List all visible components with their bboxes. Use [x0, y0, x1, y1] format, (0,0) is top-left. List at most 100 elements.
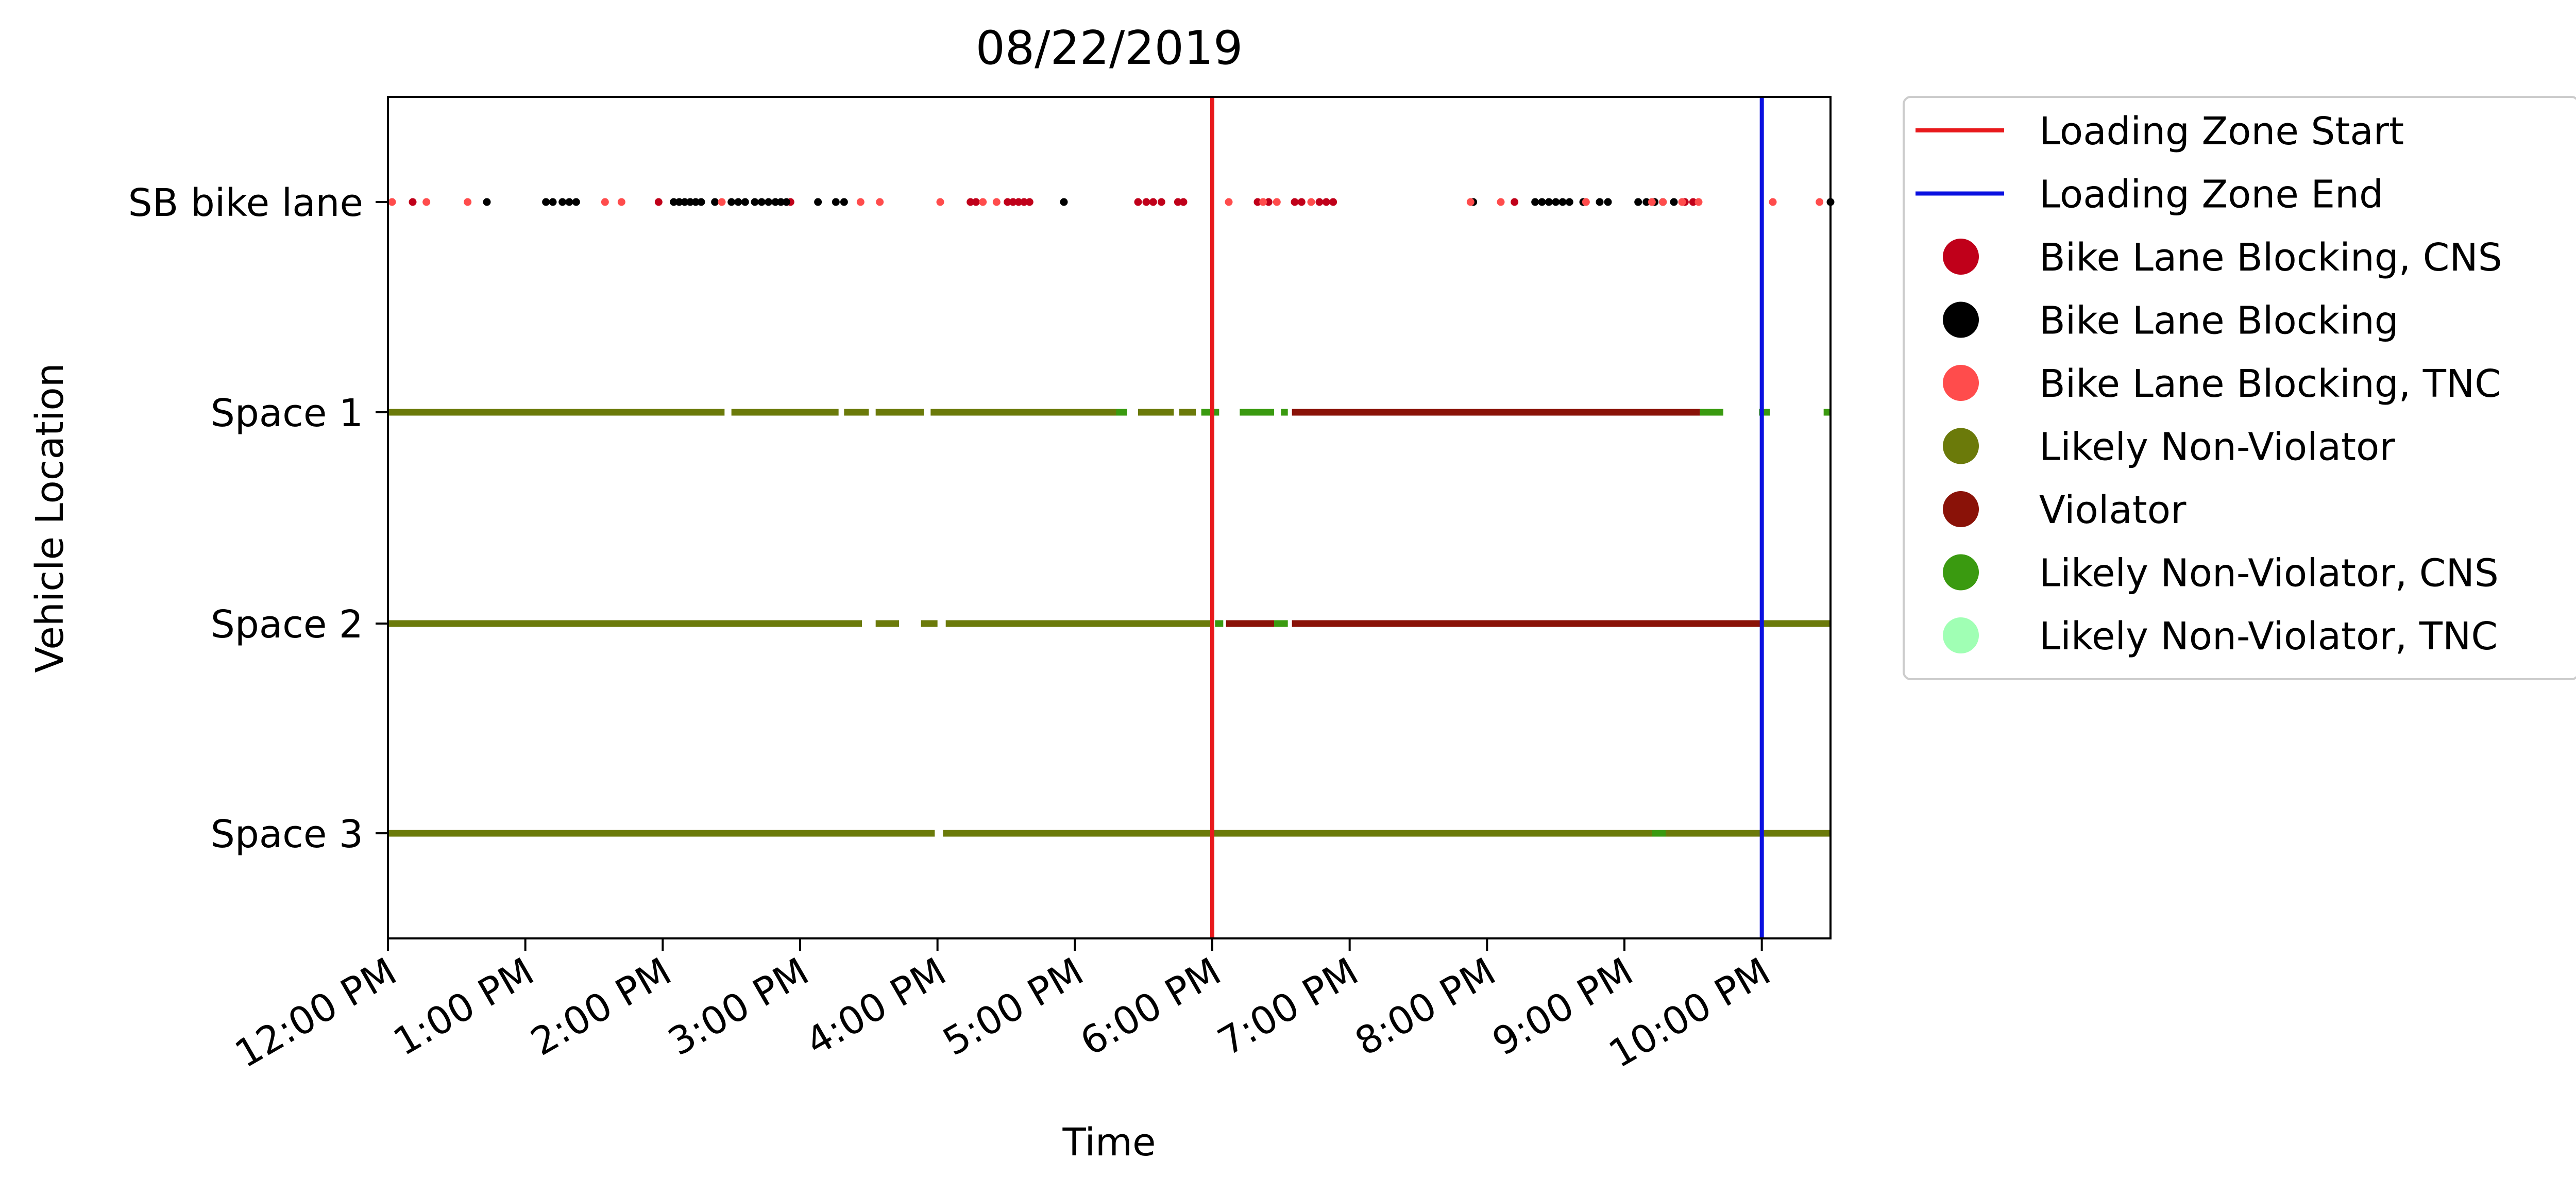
- series-2-point: [1582, 198, 1590, 206]
- series-2-point: [1694, 198, 1703, 206]
- series-2-point: [1678, 198, 1686, 206]
- legend-label: Loading Zone End: [2039, 173, 2383, 217]
- series-0-point: [1149, 198, 1157, 206]
- series-0-point: [654, 198, 663, 206]
- legend-dot-swatch: [1943, 239, 1979, 275]
- series-1-point: [1545, 198, 1553, 206]
- series-1-point: [782, 198, 790, 206]
- series-0-point: [1315, 198, 1324, 206]
- series-1-point: [734, 198, 742, 206]
- legend-dot-swatch: [1943, 554, 1979, 591]
- series-1-point: [757, 198, 766, 206]
- chart-title: 08/22/2019: [976, 21, 1243, 75]
- series-1-point: [751, 198, 759, 206]
- series-2-point: [422, 198, 431, 206]
- series-2-point: [936, 198, 944, 206]
- series-0-point: [1297, 198, 1306, 206]
- series-1-point: [1670, 198, 1678, 206]
- series-2-point: [1648, 198, 1656, 206]
- legend-label: Bike Lane Blocking: [2039, 299, 2399, 343]
- series-1-point: [1596, 198, 1604, 206]
- series-0-point: [972, 198, 980, 206]
- series-1-point: [1538, 198, 1546, 206]
- legend-item: Loading Zone End: [1916, 173, 2383, 217]
- legend-dot-swatch: [1943, 491, 1979, 527]
- legend-dot-swatch: [1943, 617, 1979, 653]
- series-0-point: [1009, 198, 1017, 206]
- legend-item: Violator: [1943, 488, 2187, 532]
- y-tick-label: SB bike lane: [128, 181, 363, 225]
- series-0-point: [1142, 198, 1150, 206]
- series-1-point: [840, 198, 848, 206]
- series-2-point: [464, 198, 472, 206]
- series-1-point: [681, 198, 689, 206]
- series-1-point: [565, 198, 573, 206]
- series-0-point: [409, 198, 417, 206]
- series-1-point: [1642, 198, 1651, 206]
- series-1-point: [1634, 198, 1642, 206]
- series-1-point: [1060, 198, 1068, 206]
- series-0-point: [1329, 198, 1337, 206]
- series-2-point: [1466, 198, 1475, 206]
- legend-item: Likely Non-Violator, CNS: [1943, 551, 2499, 596]
- series-1-point: [1565, 198, 1573, 206]
- legend-item: Likely Non-Violator, TNC: [1943, 614, 2498, 659]
- series-2-point: [718, 198, 726, 206]
- x-axis-label: Time: [1062, 1120, 1156, 1165]
- series-1-point: [777, 198, 785, 206]
- legend-dot-swatch: [1943, 301, 1979, 338]
- series-2-point: [992, 198, 1001, 206]
- series-0-point: [1004, 198, 1012, 206]
- series-0-point: [1291, 198, 1299, 206]
- series-2-point: [1225, 198, 1233, 206]
- series-1-point: [697, 198, 705, 206]
- series-0-point: [1025, 198, 1033, 206]
- legend-label: Bike Lane Blocking, CNS: [2039, 236, 2502, 280]
- legend-label: Likely Non-Violator: [2039, 425, 2395, 469]
- series-1-point: [558, 198, 567, 206]
- y-tick-label: Space 3: [211, 812, 363, 856]
- series-0-point: [1179, 198, 1188, 206]
- series-1-point: [814, 198, 822, 206]
- series-0-point: [1020, 198, 1028, 206]
- legend-item: Likely Non-Violator: [1943, 425, 2395, 469]
- series-2-point: [1259, 198, 1267, 206]
- legend-label: Bike Lane Blocking, TNC: [2039, 362, 2501, 406]
- legend-label: Likely Non-Violator, CNS: [2039, 551, 2499, 596]
- series-1-point: [1531, 198, 1539, 206]
- legend-label: Likely Non-Violator, TNC: [2039, 614, 2498, 659]
- legend-label: Loading Zone Start: [2039, 109, 2404, 154]
- reference-lines: [1210, 97, 1764, 938]
- series-0-point: [1253, 198, 1262, 206]
- series-1-point: [691, 198, 700, 206]
- series-0-point: [1689, 198, 1697, 206]
- series-1-point: [686, 198, 694, 206]
- series-1-point: [1552, 198, 1560, 206]
- series-0-point: [1157, 198, 1165, 206]
- legend-item: Bike Lane Blocking: [1943, 299, 2399, 343]
- series-1-point: [741, 198, 749, 206]
- series-2-point: [388, 198, 396, 206]
- series-2-point: [876, 198, 884, 206]
- series-1-point: [1604, 198, 1612, 206]
- series-2-point: [979, 198, 987, 206]
- series-1-point: [675, 198, 683, 206]
- series-2-point: [617, 198, 625, 206]
- series-0-point: [1134, 198, 1142, 206]
- legend-label: Violator: [2039, 488, 2187, 532]
- series-1-point: [832, 198, 840, 206]
- legend-item: Bike Lane Blocking, CNS: [1943, 236, 2502, 280]
- series-0-point: [1014, 198, 1023, 206]
- series-2-point: [856, 198, 865, 206]
- series-2-point: [1816, 198, 1824, 206]
- plot-frame: [387, 96, 1832, 939]
- legend-item: Loading Zone Start: [1916, 109, 2404, 154]
- series-2-point: [1273, 198, 1281, 206]
- y-axis-label: Vehicle Location: [28, 363, 72, 673]
- series-2-point: [1659, 198, 1667, 206]
- series-1-point: [670, 198, 678, 206]
- series-2-point: [601, 198, 609, 206]
- series-1-point: [765, 198, 773, 206]
- series-1-point: [711, 198, 719, 206]
- series-2-point: [1769, 198, 1777, 206]
